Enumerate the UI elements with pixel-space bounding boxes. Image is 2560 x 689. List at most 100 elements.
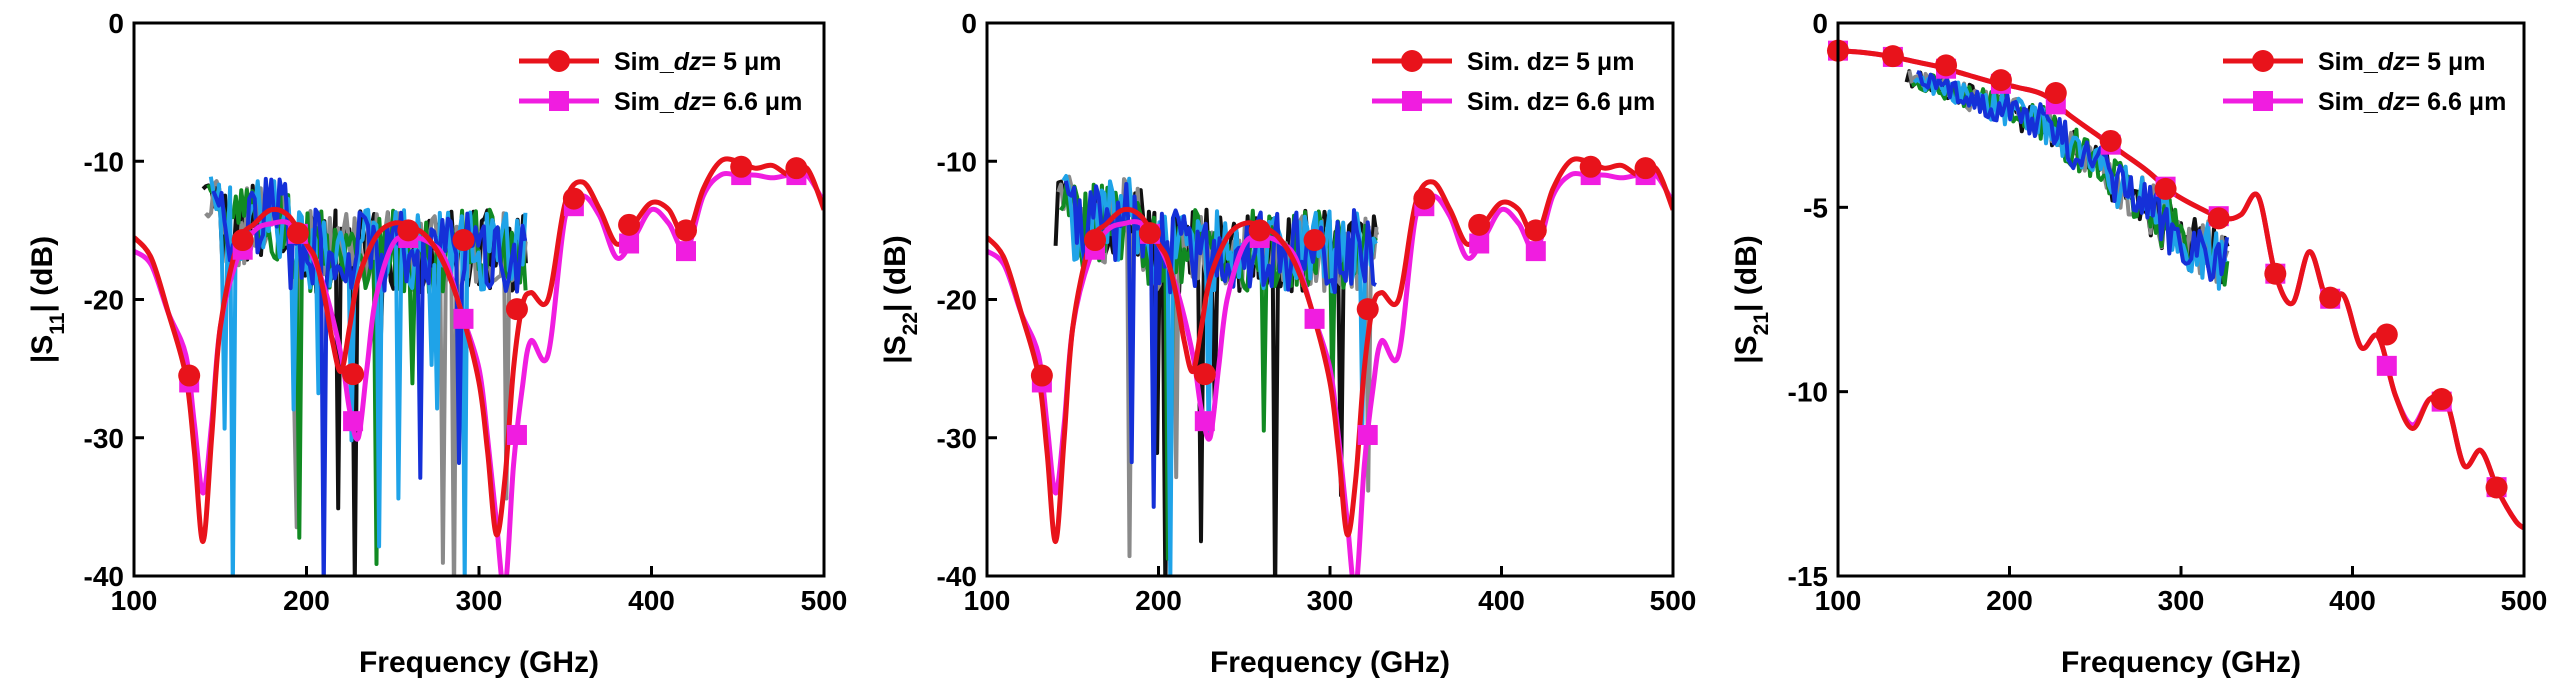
x-axis-label: Frequency (GHz) — [1210, 646, 1450, 679]
x-tick-label: 500 — [2501, 585, 2548, 616]
svg-text:Sim_dz= 5 μm: Sim_dz= 5 μm — [614, 48, 781, 76]
marker-circle — [1524, 219, 1547, 242]
series-markers-group — [178, 155, 808, 445]
marker-circle — [675, 219, 697, 242]
legend-item-series-2: Sim_dz= 6.6 μm — [2223, 88, 2506, 116]
x-tick-label: 200 — [1135, 585, 1182, 616]
y-axis-label: |S21| (dB) — [1730, 235, 1773, 363]
marker-circle — [2430, 388, 2453, 411]
marker-circle — [178, 364, 201, 387]
marker-circle — [342, 363, 365, 386]
x-tick-label: 500 — [801, 585, 848, 616]
measured-traces-group — [1904, 69, 2230, 291]
marker-circle — [1468, 213, 1491, 236]
y-tick-label: -15 — [1788, 561, 1828, 592]
marker-circle — [785, 157, 808, 180]
marker-circle — [2207, 207, 2230, 230]
marker-circle — [1579, 155, 1602, 178]
marker-circle — [1935, 54, 1958, 77]
marker-square — [1469, 233, 1490, 254]
x-tick-label: 400 — [2329, 585, 2376, 616]
legend-swatch-marker — [1402, 91, 1422, 111]
y-tick-label: -40 — [84, 561, 124, 592]
measured-trace-4 — [208, 176, 528, 576]
y-axis-label-sub: 22 — [899, 312, 922, 335]
marker-circle — [2154, 177, 2177, 200]
marker-square — [2376, 355, 2397, 376]
y-axis-label-tail: | (dB) — [26, 236, 59, 313]
y-axis-label-main: |S — [879, 335, 912, 363]
legend-swatch-marker — [548, 50, 570, 72]
marker-circle — [1248, 219, 1271, 242]
y-tick-label: -30 — [84, 423, 124, 454]
y-tick-label: -10 — [84, 146, 124, 177]
marker-circle — [1413, 187, 1436, 210]
legend-swatch-marker — [2253, 91, 2273, 111]
axis-ticks-group: 100 200 300 400 500 0 -5 -10 -15 — [1788, 8, 2548, 616]
marker-circle — [2044, 82, 2067, 105]
svg-text:Sim_dz= 6.6 μm: Sim_dz= 6.6 μm — [2318, 88, 2506, 116]
marker-circle — [562, 187, 585, 210]
y-tick-label: 0 — [961, 8, 977, 39]
measured-trace-5 — [1916, 69, 2229, 282]
marker-circle — [1138, 222, 1161, 245]
marker-circle — [1030, 364, 1053, 387]
marker-square — [1525, 241, 1546, 262]
x-tick-label: 100 — [111, 585, 158, 616]
svg-text:Sim_dz= 5 μm: Sim_dz= 5 μm — [2318, 48, 2485, 76]
svg-text:Sim_dz= 6.6 μm: Sim_dz= 6.6 μm — [614, 88, 802, 116]
marker-circle — [730, 155, 753, 178]
chart-panel-s11: 100 200 300 400 500 0 -10 -20 -30 -40 Frequency (… — [26, 8, 847, 679]
marker-circle — [618, 213, 641, 236]
marker-square — [343, 411, 364, 432]
x-tick-label: 300 — [456, 585, 503, 616]
chart-panel-s22: 100 200 300 400 500 0 -10 -20 -30 -40 Frequency (… — [879, 8, 1696, 679]
marker-circle — [397, 219, 420, 242]
x-tick-label: 400 — [1478, 585, 1525, 616]
marker-circle — [1084, 229, 1107, 252]
x-tick-label: 500 — [1650, 585, 1697, 616]
legend-item-series-1: Sim. dz= 5 μm — [1372, 48, 1634, 76]
marker-circle — [286, 222, 309, 245]
legend-item-series-1: Sim_dz= 5 μm — [2223, 48, 2485, 76]
marker-circle — [1989, 69, 2012, 92]
y-axis-label-main: |S — [1730, 335, 1763, 363]
legend-item-series-1: Sim_dz= 5 μm — [519, 48, 781, 76]
legend-item-series-2: Sim_dz= 6.6 μm — [519, 88, 802, 116]
marker-circle — [1193, 363, 1216, 386]
marker-square — [1194, 411, 1215, 432]
x-tick-label: 200 — [283, 585, 330, 616]
marker-circle — [505, 298, 528, 321]
marker-circle — [2099, 129, 2122, 152]
chart-panel-s21: 100 200 300 400 500 0 -5 -10 -15 Frequency (GHz)… — [1730, 8, 2547, 679]
x-tick-label: 200 — [1986, 585, 2033, 616]
marker-square — [1304, 308, 1325, 329]
marker-square — [506, 424, 527, 445]
y-tick-label: 0 — [1812, 8, 1828, 39]
legend: Sim_dz= 5 μm Sim_dz= 6.6 μm — [2223, 48, 2506, 116]
x-tick-label: 100 — [964, 585, 1011, 616]
y-axis-label-main: |S — [26, 335, 59, 363]
series-markers-group — [1030, 155, 1657, 445]
y-tick-label: -30 — [937, 423, 977, 454]
svg-text:Sim. dz= 6.6 μm: Sim. dz= 6.6 μm — [1467, 88, 1655, 116]
y-tick-label: -5 — [1803, 192, 1828, 223]
legend: Sim. dz= 5 μm Sim. dz= 6.6 μm — [1372, 48, 1655, 116]
marker-circle — [2319, 286, 2342, 309]
marker-circle — [1356, 298, 1379, 321]
y-tick-label: -10 — [937, 146, 977, 177]
y-tick-label: -10 — [1788, 377, 1828, 408]
y-axis-label-sub: 11 — [46, 312, 69, 335]
marker-square — [676, 241, 696, 262]
marker-circle — [2485, 476, 2508, 499]
y-tick-label: -20 — [937, 285, 977, 316]
marker-circle — [1634, 157, 1657, 180]
marker-circle — [452, 229, 475, 252]
y-axis-label-sub: 21 — [1750, 312, 1773, 336]
y-axis-label: |S22| (dB) — [879, 235, 922, 363]
series-markers-group — [1827, 39, 2508, 499]
y-tick-label: 0 — [108, 8, 124, 39]
y-axis-label: |S11| (dB) — [26, 236, 69, 363]
x-axis-label: Frequency (GHz) — [359, 646, 599, 679]
legend-swatch-marker — [549, 91, 569, 111]
